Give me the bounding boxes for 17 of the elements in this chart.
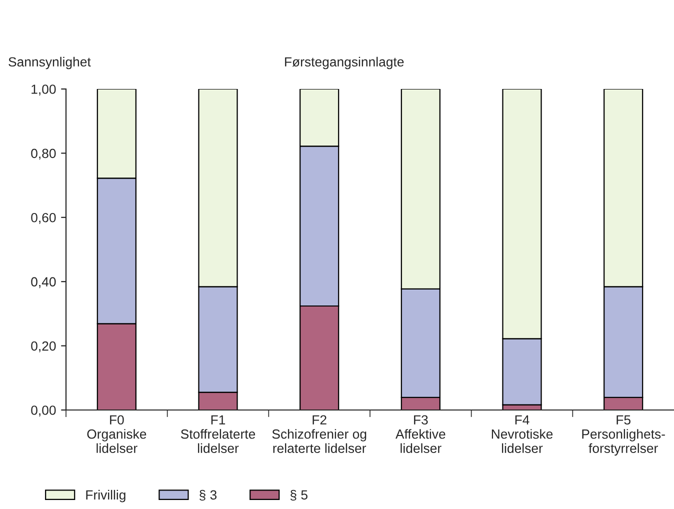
x-tick-label: F3 Affektive lidelser (396, 415, 446, 453)
x-tick-label: F2 Schizofrenier og relaterte lidelser (272, 415, 366, 453)
x-tick-label: F1 Stoffrelaterte lidelser (180, 415, 256, 453)
x-tick-label: F4 Nevrotiske lidelser (492, 415, 553, 453)
x-tick-label: F0 Organiske lidelser (87, 415, 146, 453)
y-tick-label: 0,00 (31, 406, 56, 416)
legend-label: Frivillig (86, 490, 126, 502)
x-tick-label: F5 Personlighets- forstyrrelser (582, 415, 665, 456)
y-tick-label: 0,40 (31, 277, 56, 288)
chart-title: Førstegangsinnlagte (285, 56, 404, 70)
legend-label: § 5 (290, 490, 308, 501)
y-axis-title: Sannsynlighet (8, 56, 91, 70)
y-tick-label: 0,80 (31, 148, 56, 160)
y-tick-label: 0,20 (31, 341, 56, 352)
legend-label: § 3 (200, 490, 217, 501)
y-tick-label: 1,00 (32, 84, 56, 96)
y-tick-label: 0,60 (31, 212, 56, 224)
